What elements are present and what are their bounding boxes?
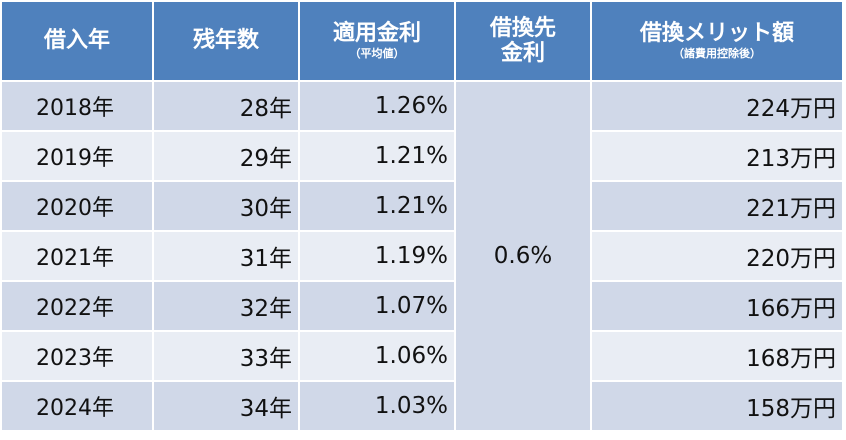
- header-benefit: 借換メリット額 （諸費用控除後）: [592, 2, 842, 80]
- cell-rate: 1.06%: [300, 332, 454, 380]
- cell-rate: 1.21%: [300, 132, 454, 180]
- cell-benefit: 220万円: [592, 232, 842, 280]
- cell-remaining: 29年: [154, 132, 298, 180]
- cell-rate: 1.03%: [300, 382, 454, 430]
- cell-year: 2018年: [2, 82, 152, 130]
- table-row: 2023年 33年 1.06% 168万円: [2, 332, 842, 380]
- cell-rate: 1.07%: [300, 282, 454, 330]
- cell-remaining: 34年: [154, 382, 298, 430]
- cell-year: 2022年: [2, 282, 152, 330]
- cell-remaining: 30年: [154, 182, 298, 230]
- cell-rate: 1.19%: [300, 232, 454, 280]
- header-new-rate: 借換先 金利: [456, 2, 590, 80]
- refinance-table: 借入年 残年数 適用金利 （平均値） 借換先 金利 借換メリット額 （諸費用控除…: [2, 2, 842, 430]
- cell-remaining: 28年: [154, 82, 298, 130]
- cell-new-rate: 0.6%: [456, 82, 590, 430]
- cell-remaining: 33年: [154, 332, 298, 380]
- cell-rate: 1.26%: [300, 82, 454, 130]
- cell-benefit: 166万円: [592, 282, 842, 330]
- cell-year: 2023年: [2, 332, 152, 380]
- table-row: 2024年 34年 1.03% 158万円: [2, 382, 842, 430]
- header-year: 借入年: [2, 2, 152, 80]
- cell-benefit: 213万円: [592, 132, 842, 180]
- header-row: 借入年 残年数 適用金利 （平均値） 借換先 金利 借換メリット額 （諸費用控除…: [2, 2, 842, 80]
- header-applied-rate-sub: （平均値）: [349, 47, 405, 61]
- cell-remaining: 31年: [154, 232, 298, 280]
- cell-benefit: 158万円: [592, 382, 842, 430]
- cell-year: 2024年: [2, 382, 152, 430]
- table-row: 2019年 29年 1.21% 213万円: [2, 132, 842, 180]
- table-row: 2021年 31年 1.19% 220万円: [2, 232, 842, 280]
- header-remaining-years: 残年数: [154, 2, 298, 80]
- cell-remaining: 32年: [154, 282, 298, 330]
- cell-year: 2020年: [2, 182, 152, 230]
- table-row: 2020年 30年 1.21% 221万円: [2, 182, 842, 230]
- table-row: 2018年 28年 1.26% 0.6% 224万円: [2, 82, 842, 430]
- cell-benefit: 221万円: [592, 182, 842, 230]
- table-row: 2022年 32年 1.07% 166万円: [2, 282, 842, 330]
- cell-rate: 1.21%: [300, 182, 454, 230]
- cell-year: 2019年: [2, 132, 152, 180]
- header-applied-rate: 適用金利 （平均値）: [300, 2, 454, 80]
- header-benefit-sub: （諸費用控除後）: [673, 47, 761, 61]
- cell-year: 2021年: [2, 232, 152, 280]
- cell-benefit: 168万円: [592, 332, 842, 380]
- cell-benefit: 224万円: [592, 82, 842, 130]
